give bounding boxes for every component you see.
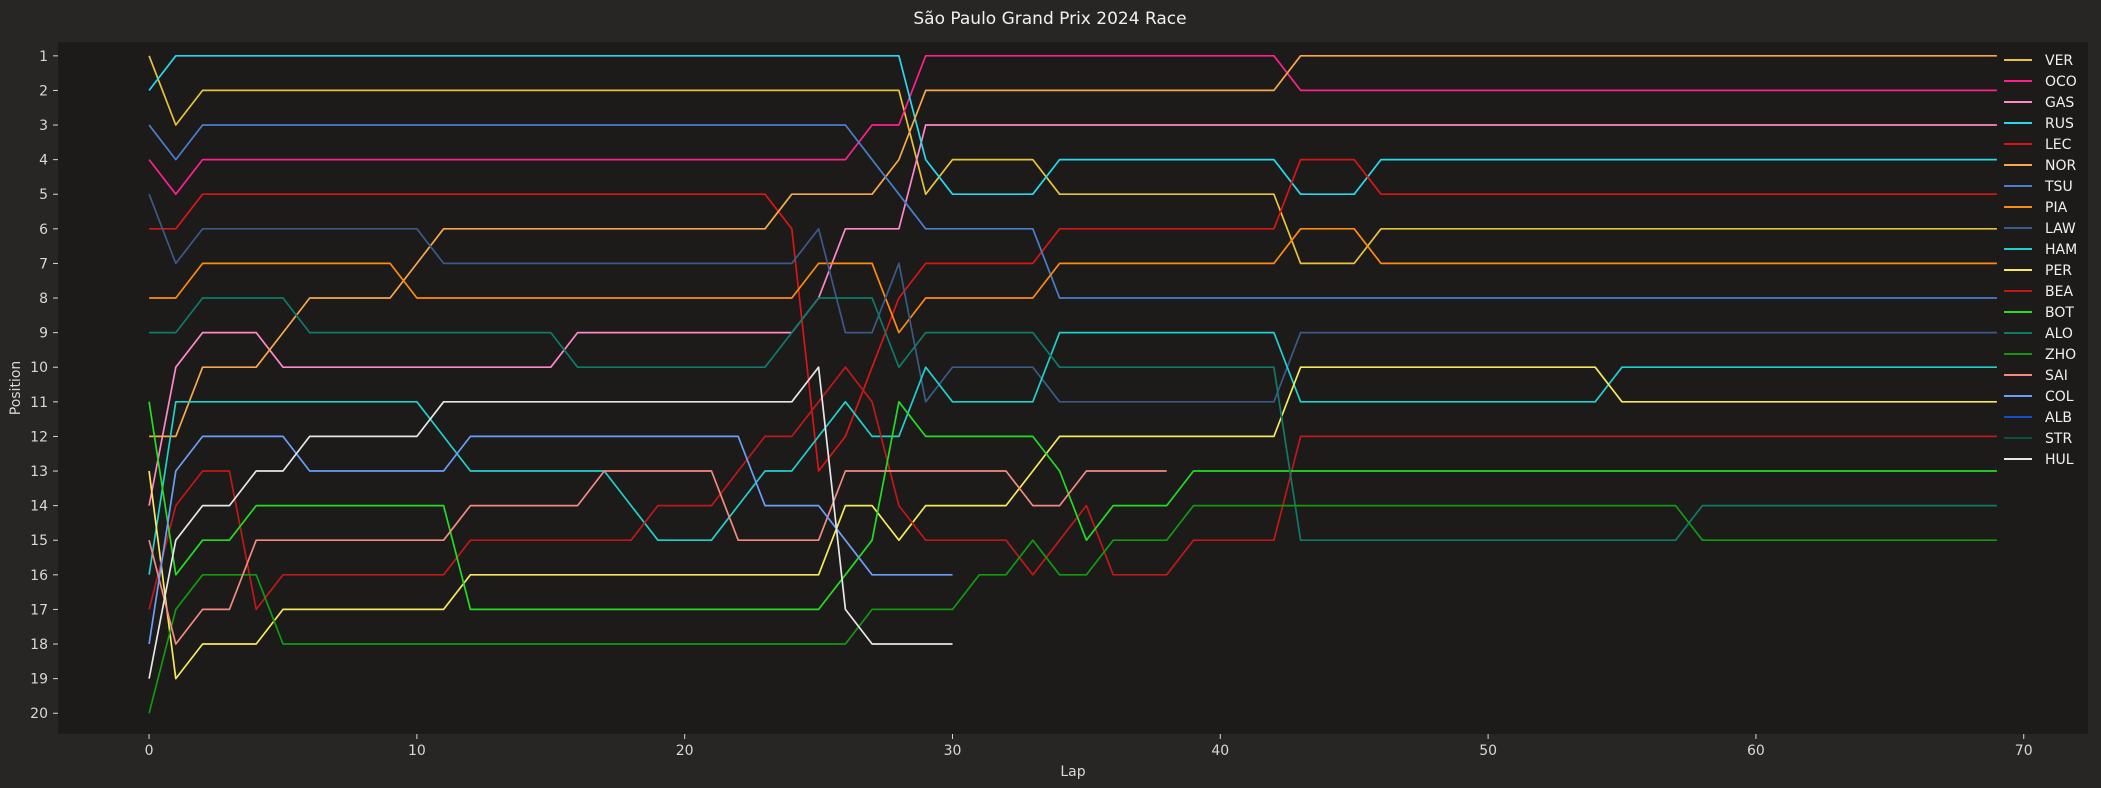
legend-label-oco: OCO <box>2045 74 2077 90</box>
legend-label-alb: ALB <box>2045 410 2072 426</box>
series-line-sai <box>148 470 1167 645</box>
x-tick-label: 60 <box>1747 743 1765 759</box>
x-axis-label: Lap <box>1060 764 1085 780</box>
legend-label-law: LAW <box>2045 221 2076 237</box>
y-tick-label: 2 <box>39 83 48 99</box>
x-axis-ticks: 0 10 20 30 40 50 60 70 <box>145 734 2033 759</box>
x-tick-label: 0 <box>145 743 154 759</box>
y-tick-label: 16 <box>30 568 48 584</box>
y-tick-label: 17 <box>30 602 48 618</box>
legend-label-str: STR <box>2045 431 2072 447</box>
legend-label-per: PER <box>2045 263 2072 279</box>
y-tick-label: 9 <box>39 326 48 342</box>
y-tick-label: 1 <box>39 49 48 65</box>
y-tick-label: 15 <box>30 533 48 549</box>
legend-label-pia: PIA <box>2045 200 2068 216</box>
series-line-bot <box>148 400 1997 611</box>
y-tick-label: 11 <box>30 395 48 411</box>
y-tick-label: 6 <box>39 222 48 238</box>
legend-label-hul: HUL <box>2045 452 2074 468</box>
legend-label-bea: BEA <box>2045 284 2073 300</box>
series-line-bea <box>148 366 1997 611</box>
legend-label-lec: LEC <box>2045 137 2072 153</box>
y-tick-label: 4 <box>39 153 48 169</box>
plot-area <box>58 42 2088 734</box>
legend: VER OCO GAS RUS LEC NOR TSU PIA LAW HAM PER BEA BOT A… <box>2004 53 2077 468</box>
legend-label-rus: RUS <box>2045 116 2074 132</box>
series-line-gas <box>148 124 1997 506</box>
series-line-nor <box>149 54 1997 438</box>
series-line-col <box>148 435 953 645</box>
series-line-hul <box>148 366 953 679</box>
x-tick-label: 30 <box>944 743 962 759</box>
series-line-zho <box>148 504 1997 714</box>
x-tick-label: 10 <box>408 743 426 759</box>
y-tick-label: 14 <box>30 499 48 515</box>
y-tick-label: 3 <box>39 118 48 134</box>
y-tick-label: 10 <box>30 360 48 376</box>
y-tick-label: 18 <box>30 637 48 653</box>
series-line-law <box>148 193 1997 403</box>
legend-label-nor: NOR <box>2045 158 2076 174</box>
y-tick-label: 7 <box>39 256 48 272</box>
series-line-alo <box>149 297 1997 542</box>
x-tick-label: 40 <box>1211 743 1229 759</box>
series-line-rus <box>148 54 1997 196</box>
series-line-lec <box>149 158 1997 472</box>
legend-label-ver: VER <box>2045 53 2073 69</box>
series-line-ver <box>148 55 1997 265</box>
y-tick-label: 20 <box>30 706 48 722</box>
series-line-ham <box>148 331 1997 575</box>
legend-label-tsu: TSU <box>2044 179 2073 195</box>
y-tick-label: 19 <box>30 672 48 688</box>
y-axis-label: Position <box>8 361 24 416</box>
series-line-per <box>148 366 1997 680</box>
y-tick-label: 5 <box>39 187 48 203</box>
x-tick-label: 20 <box>676 743 694 759</box>
x-tick-label: 70 <box>2015 743 2033 759</box>
legend-label-alo: ALO <box>2045 326 2073 342</box>
legend-label-ham: HAM <box>2045 242 2077 258</box>
legend-label-zho: ZHO <box>2045 347 2076 363</box>
y-tick-label: 8 <box>39 291 48 307</box>
series-lines <box>148 54 1997 714</box>
legend-label-bot: BOT <box>2045 305 2074 321</box>
y-tick-label: 13 <box>30 464 48 480</box>
series-line-tsu <box>148 124 1997 299</box>
legend-label-sai: SAI <box>2045 368 2068 384</box>
legend-label-col: COL <box>2045 389 2074 405</box>
chart-title: São Paulo Grand Prix 2024 Race <box>913 9 1186 29</box>
series-line-pia <box>149 227 1997 334</box>
x-tick-label: 50 <box>1479 743 1497 759</box>
legend-label-gas: GAS <box>2045 95 2074 111</box>
y-tick-label: 12 <box>30 429 48 445</box>
